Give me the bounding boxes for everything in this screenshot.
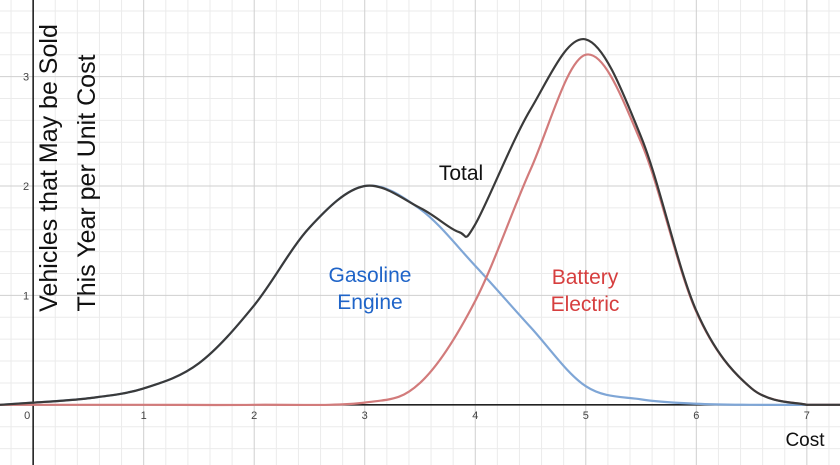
x-tick-label: 3 [362, 410, 368, 422]
x-tick-label: 7 [804, 410, 810, 422]
x-tick-label: 4 [472, 410, 478, 422]
x-tick-label: 2 [251, 410, 257, 422]
x-tick-label: 6 [693, 410, 699, 422]
series-curves [0, 38, 840, 407]
series-total-line [32, 38, 808, 406]
y-tick-label: 3 [23, 72, 29, 84]
y-axis-label-2: This Year per Unit Cost [73, 54, 101, 311]
y-tick-label: 2 [23, 181, 29, 193]
series-battery-electric-label: Battery [552, 266, 619, 289]
y-axis-label: Vehicles that May be Sold [35, 24, 63, 312]
series-total-tail-left [0, 401, 34, 406]
series-gasoline-engine-label: Gasoline [329, 264, 412, 287]
y-axis-label-line-2: This Year per Unit Cost [73, 54, 101, 311]
y-axis-label-line-1: Vehicles that May be Sold [35, 24, 63, 312]
x-tick-label: 0 [24, 410, 30, 422]
tick-labels: 0 1 2 3 4 5 6 7 1 2 3 [23, 72, 810, 422]
x-tick-label: 1 [141, 410, 147, 422]
series-battery-electric-label: Electric [551, 293, 620, 316]
series-labels: Gasoline Engine Battery Electric Total [329, 162, 620, 316]
series-total-label: Total [439, 162, 483, 185]
x-tick-label: 5 [583, 410, 589, 422]
y-tick-label: 1 [23, 290, 29, 302]
x-axis-label: Cost [785, 430, 825, 451]
series-gasoline-engine-label: Engine [337, 291, 402, 314]
